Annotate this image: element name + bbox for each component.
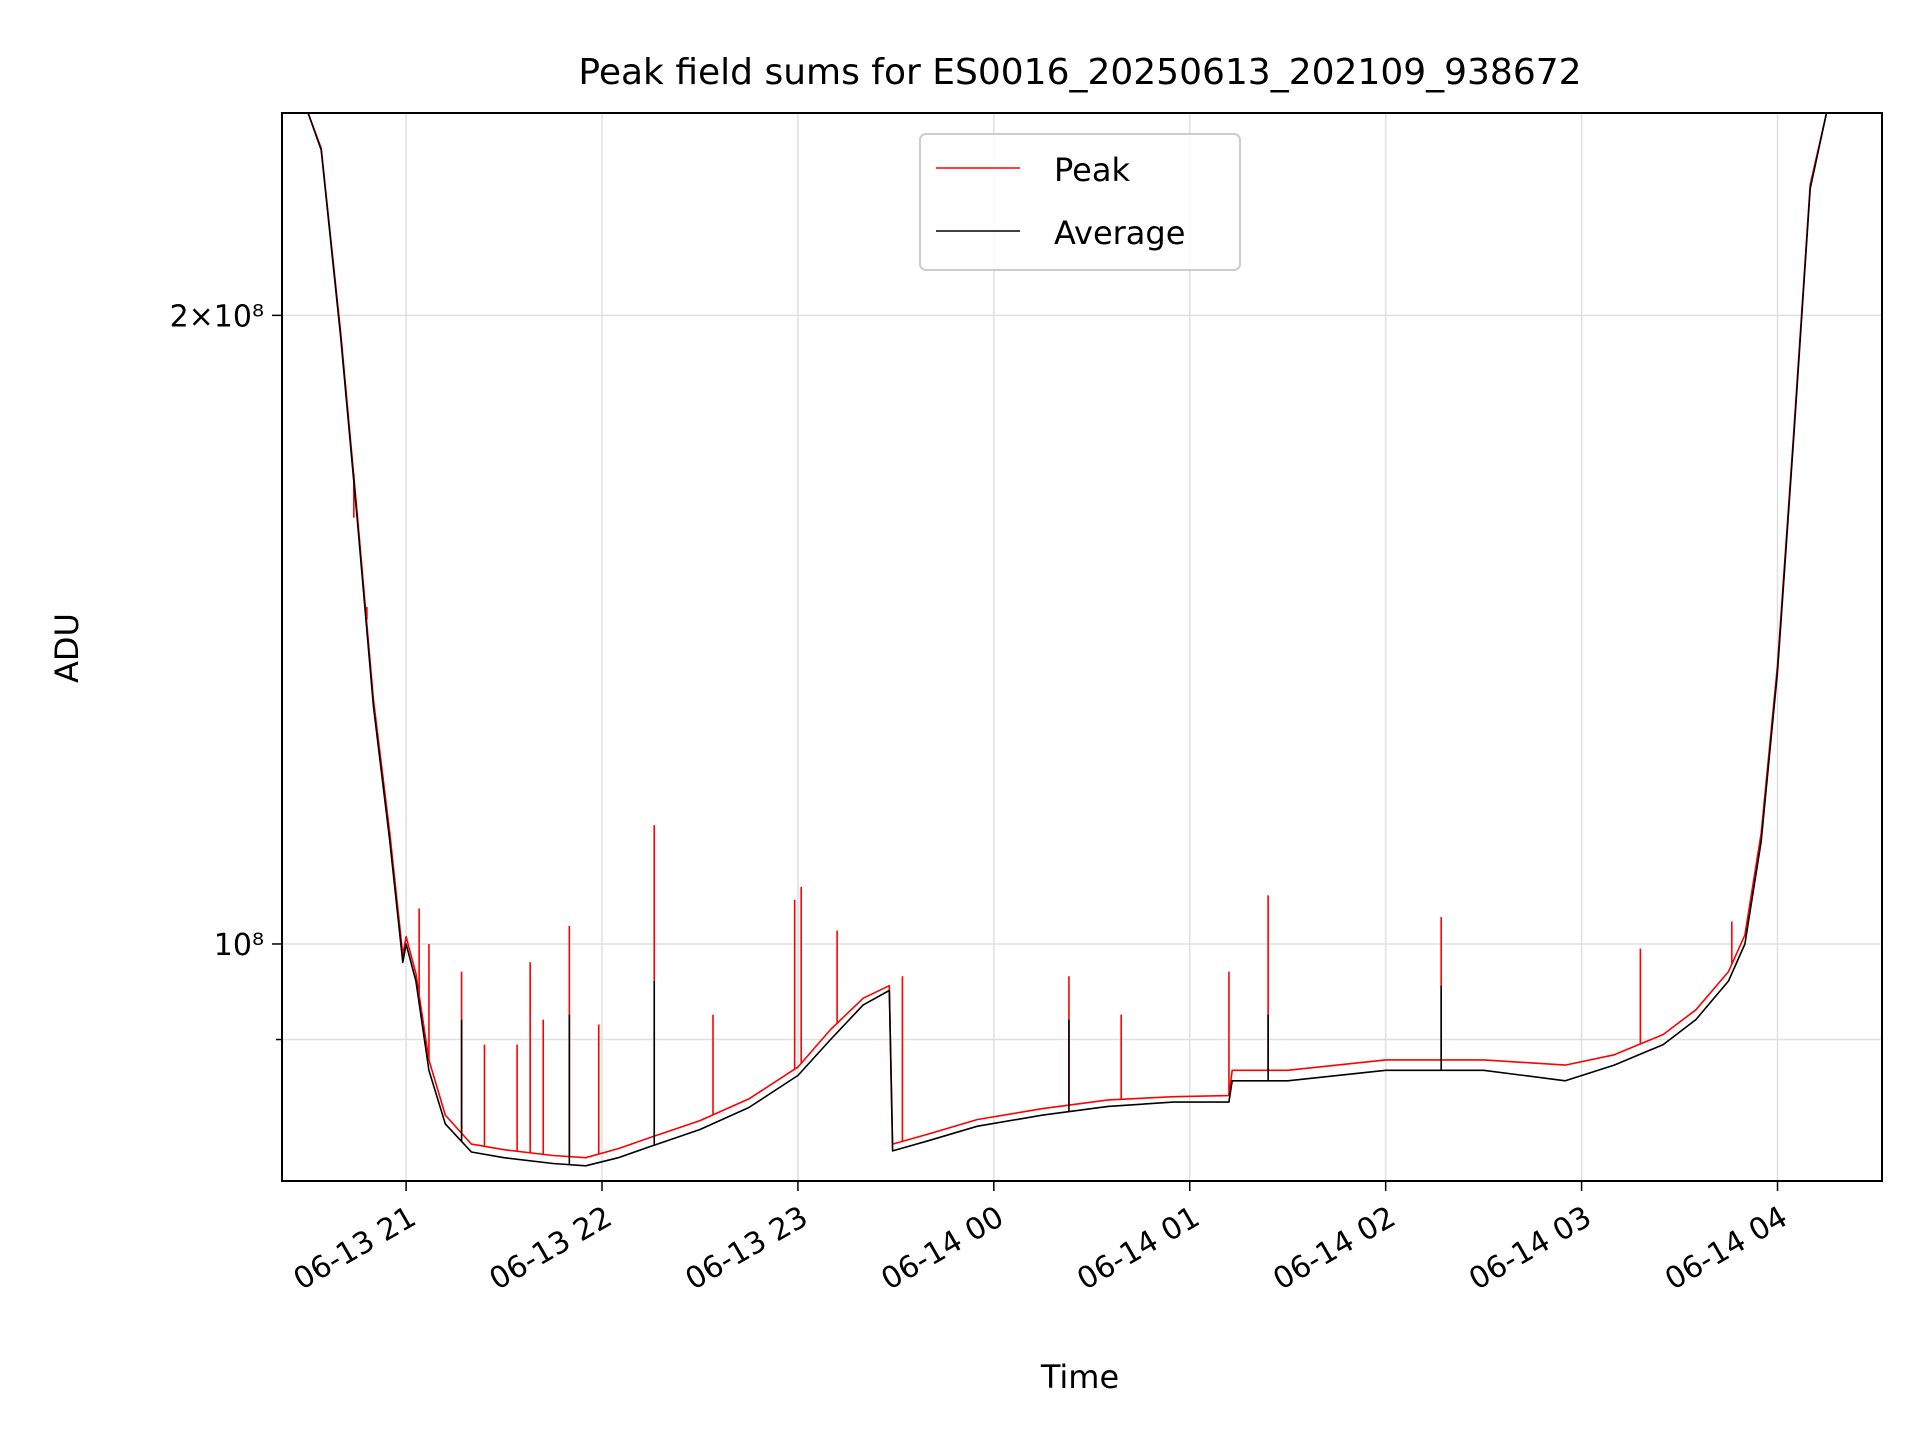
- legend-average-label: Average: [1054, 214, 1185, 252]
- legend-peak-label: Peak: [1054, 151, 1130, 189]
- grid: [282, 113, 1882, 1181]
- y-axis-label: ADU: [48, 613, 86, 683]
- x-axis-label: Time: [1040, 1358, 1119, 1396]
- series-line-average: [282, 112, 1882, 1167]
- y-axis: 2×10⁸ 10⁸: [170, 299, 282, 1041]
- legend: Peak Average: [919, 133, 1241, 271]
- y-tick-label: 10⁸: [214, 928, 264, 963]
- y-tick-label: 2×10⁸: [170, 299, 264, 334]
- chart-title: Peak field sums for ES0016_20250613_2021…: [578, 52, 1581, 93]
- series-line-peak: [282, 112, 1882, 1159]
- series-layer: [282, 112, 1882, 1167]
- plot-frame: [281, 112, 1883, 1182]
